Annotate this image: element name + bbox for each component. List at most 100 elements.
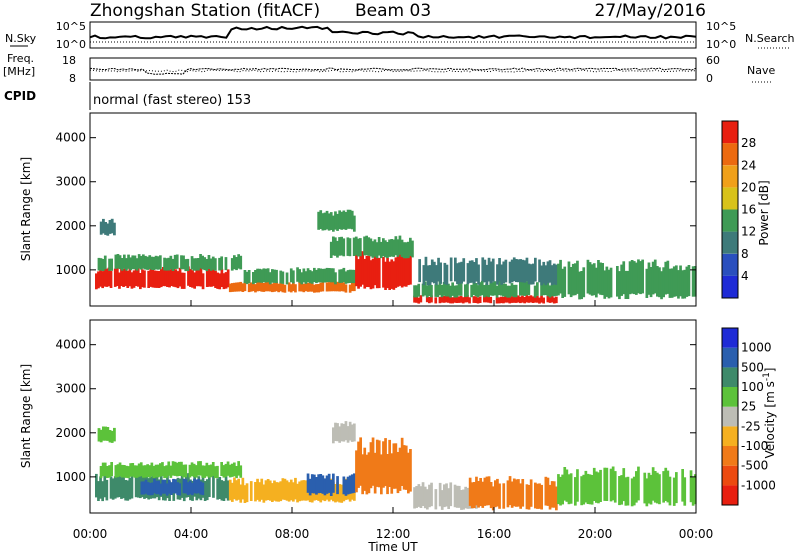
cell bbox=[375, 242, 379, 259]
cell bbox=[116, 474, 119, 498]
cell bbox=[440, 490, 444, 510]
cell bbox=[178, 483, 182, 496]
cell bbox=[567, 474, 571, 505]
cell bbox=[500, 281, 503, 296]
cell bbox=[485, 283, 488, 297]
cell bbox=[169, 255, 173, 270]
cell bbox=[365, 235, 368, 255]
ytick-label: 4000 bbox=[55, 338, 86, 352]
cell bbox=[108, 220, 112, 234]
cell bbox=[666, 260, 670, 294]
cell bbox=[455, 485, 459, 508]
cell bbox=[588, 262, 592, 295]
cell bbox=[264, 281, 268, 292]
cell bbox=[485, 476, 489, 506]
cell bbox=[97, 428, 101, 442]
cell bbox=[199, 481, 203, 495]
cell bbox=[147, 270, 150, 288]
cell bbox=[237, 478, 240, 500]
cell bbox=[546, 261, 550, 284]
cell bbox=[211, 256, 215, 270]
cell bbox=[302, 480, 306, 501]
cell bbox=[599, 469, 602, 502]
cell bbox=[124, 267, 127, 287]
cell bbox=[536, 295, 539, 303]
cell bbox=[317, 474, 320, 494]
freq-line bbox=[89, 67, 697, 75]
cell bbox=[398, 447, 402, 491]
cell bbox=[630, 478, 634, 507]
cell bbox=[302, 283, 306, 293]
cell bbox=[165, 483, 169, 496]
cell bbox=[494, 480, 497, 508]
band-10 bbox=[99, 218, 116, 236]
cell bbox=[504, 283, 507, 297]
cell bbox=[212, 474, 215, 498]
cell bbox=[155, 480, 158, 495]
cell bbox=[388, 239, 391, 257]
cell bbox=[275, 269, 278, 284]
cell bbox=[367, 255, 371, 288]
ytick-label: 1000 bbox=[55, 263, 86, 277]
cell bbox=[502, 283, 505, 297]
cell bbox=[534, 482, 537, 509]
colorbar-segment bbox=[722, 143, 738, 166]
cell bbox=[390, 453, 394, 494]
cell bbox=[102, 218, 105, 234]
cell bbox=[231, 482, 234, 502]
cell bbox=[563, 467, 567, 501]
cell bbox=[279, 281, 283, 292]
cell bbox=[675, 265, 678, 297]
cell bbox=[130, 272, 134, 289]
cell bbox=[329, 268, 333, 283]
cell bbox=[620, 475, 623, 505]
cell bbox=[191, 270, 194, 288]
cell bbox=[247, 283, 251, 293]
band-4 bbox=[306, 473, 356, 496]
cell bbox=[656, 266, 659, 297]
cpid-label: CPID bbox=[4, 89, 36, 103]
power-data bbox=[95, 209, 697, 304]
cell bbox=[641, 259, 644, 294]
cell bbox=[628, 261, 632, 295]
band-5 bbox=[329, 235, 414, 259]
cell bbox=[332, 236, 335, 256]
cell bbox=[523, 297, 526, 304]
cell bbox=[159, 483, 163, 496]
cell bbox=[609, 468, 613, 502]
cell bbox=[123, 465, 126, 478]
cell bbox=[510, 481, 514, 508]
cell bbox=[163, 479, 167, 494]
cell bbox=[510, 296, 514, 303]
cell bbox=[271, 483, 274, 502]
cell bbox=[317, 284, 320, 293]
colorbar-frame bbox=[721, 327, 739, 506]
cell bbox=[163, 257, 166, 271]
cell bbox=[483, 477, 487, 506]
band-1 bbox=[97, 254, 243, 272]
cell bbox=[285, 480, 289, 501]
cell bbox=[607, 269, 611, 299]
cell bbox=[336, 240, 339, 258]
cell bbox=[252, 281, 255, 292]
cell bbox=[626, 270, 630, 299]
ytick-label: 2000 bbox=[55, 219, 86, 233]
nave-tick-bottom: 0 bbox=[706, 72, 713, 85]
nave-tick-top: 60 bbox=[706, 54, 720, 67]
cell bbox=[402, 242, 406, 259]
cell bbox=[216, 465, 219, 478]
cell bbox=[542, 261, 546, 284]
cell bbox=[348, 421, 352, 441]
cpid-text: normal (fast stereo) 153 bbox=[93, 93, 251, 108]
cell bbox=[386, 257, 389, 289]
cell bbox=[620, 264, 623, 296]
cell bbox=[496, 264, 499, 285]
cell bbox=[254, 482, 257, 502]
cell bbox=[319, 210, 323, 229]
cell bbox=[344, 284, 348, 293]
cell bbox=[363, 258, 367, 289]
cell bbox=[464, 486, 467, 509]
cell bbox=[184, 259, 188, 272]
cell bbox=[103, 473, 107, 498]
cell bbox=[118, 462, 122, 477]
